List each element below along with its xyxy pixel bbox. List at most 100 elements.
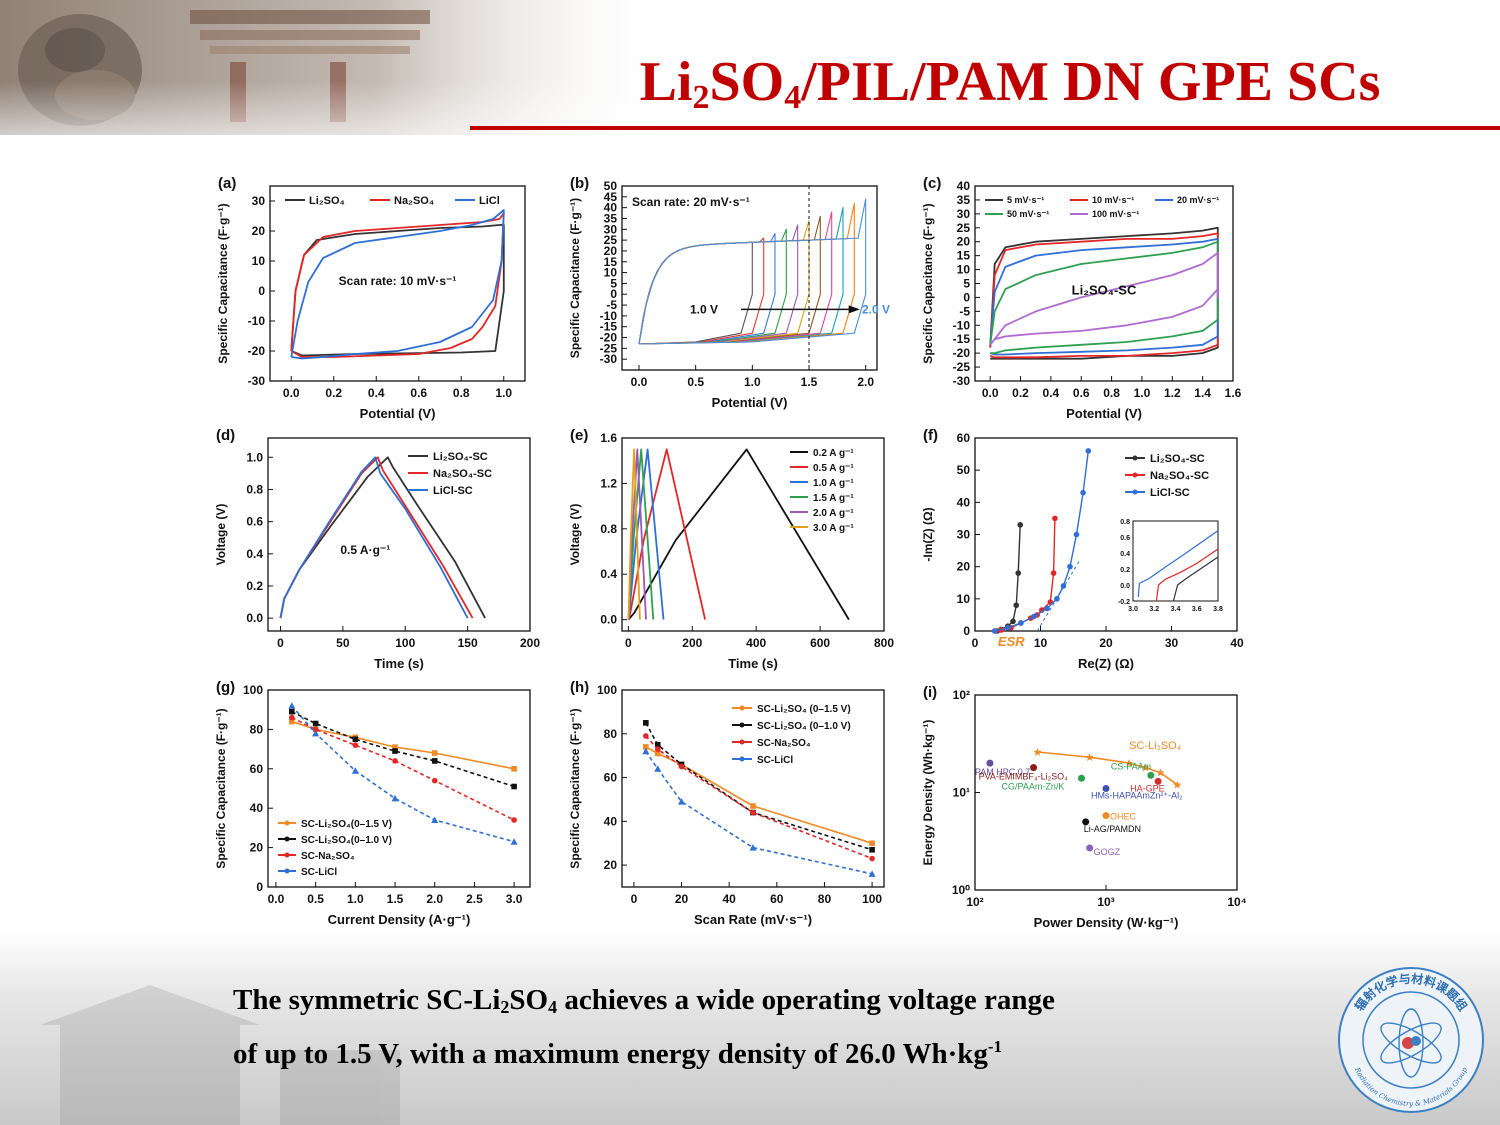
- x-axis-label: Time (s): [374, 656, 424, 671]
- legend-entry: 0.5 A g⁻¹: [813, 463, 854, 474]
- legend-entry: Li₂SO₄-SC: [1150, 453, 1205, 465]
- series-line: [989, 251, 1219, 346]
- data-point: [1067, 563, 1073, 570]
- data-point: [392, 744, 398, 750]
- data-point: [678, 763, 685, 770]
- data-point: [1080, 489, 1086, 496]
- legend-entry: 20 mV·s⁻¹: [1177, 195, 1219, 205]
- x-tick-label: 2.5: [466, 892, 483, 906]
- inset-series: [1137, 530, 1219, 598]
- data-point: [654, 741, 661, 748]
- panel-label: (i): [923, 684, 937, 701]
- data-point: [1173, 780, 1182, 789]
- data-point: [1085, 448, 1092, 454]
- data-point: [1044, 605, 1050, 612]
- x-tick-label: 0.4: [368, 386, 385, 400]
- y-tick-label: -30: [248, 374, 266, 388]
- legend-marker: [739, 739, 745, 745]
- data-point: [1141, 763, 1150, 772]
- inset-y-tick-label: 0.0: [1120, 583, 1130, 590]
- data-point: [431, 750, 438, 756]
- x-tick-label: 2.0: [857, 375, 874, 389]
- x-tick-label: 100: [862, 892, 882, 906]
- y-tick-label: 25: [604, 233, 618, 247]
- inset-x-tick-label: 3.2: [1149, 606, 1159, 613]
- x-tick-label: 1.0: [744, 375, 761, 389]
- annotation: Scan rate: 10 mV·s⁻¹: [339, 274, 457, 288]
- series-line: [995, 518, 1056, 632]
- conclusion-text: The symmetric SC-Li2SO4 achieves a wide …: [233, 980, 1313, 1074]
- legend-entry: 50 mV·s⁻¹: [1007, 209, 1049, 219]
- point-label: HMs-HAPAAmZn²⁺-Al₂: [1091, 790, 1183, 800]
- x-tick-label: 0.8: [1103, 386, 1120, 400]
- x-tick-label: 1.0: [495, 386, 512, 400]
- plot-frame: [269, 185, 526, 382]
- x-tick-label: 10³: [1097, 895, 1114, 909]
- arrow-head: [848, 305, 860, 314]
- cv-curve: [638, 198, 867, 345]
- y-tick-label: 100: [243, 683, 263, 697]
- legend-marker: [739, 722, 745, 728]
- y-tick-label: 1.6: [600, 431, 617, 445]
- y-tick-label: -15: [953, 332, 971, 346]
- data-point: [289, 718, 295, 725]
- cv-curve: [638, 211, 833, 345]
- legend-entry: 1.0 A g⁻¹: [813, 478, 854, 489]
- legend-entry: Na₂SO₄: [394, 195, 434, 207]
- title-text-li: Li: [639, 51, 693, 113]
- data-point: [1015, 570, 1022, 576]
- y-tick-label: 30: [957, 528, 971, 542]
- legend-entry: 1.5 A g⁻¹: [813, 493, 854, 504]
- x-tick-label: 20: [1099, 636, 1113, 650]
- cv-curve: [638, 241, 753, 345]
- y-tick-label: 40: [604, 814, 618, 828]
- y-tick-label: 100: [597, 683, 617, 697]
- slide-title: Li2SO4/PIL/PAM DN GPE SCs: [560, 50, 1460, 115]
- data-point: [312, 726, 319, 733]
- x-axis-label: Potential (V): [712, 395, 788, 410]
- y-tick-label: 50: [957, 463, 971, 477]
- plot-frame: [621, 437, 885, 632]
- data-point: [654, 746, 661, 752]
- x-axis-label: Potential (V): [360, 406, 436, 421]
- data-point: [1156, 768, 1165, 777]
- legend-entry: Na₂SO₄-SC: [1150, 470, 1209, 482]
- y-tick-label: -5: [606, 298, 617, 312]
- y-tick-label: -5: [959, 304, 970, 318]
- y-axis-label: Voltage (V): [568, 504, 582, 566]
- y-tick-label: 60: [957, 431, 971, 445]
- data-point: [1125, 759, 1134, 767]
- gcd-curve: [627, 448, 850, 621]
- x-tick-label: 600: [810, 636, 830, 650]
- x-tick-label: 1.0: [347, 892, 364, 906]
- legend-marker: [284, 868, 290, 874]
- y-tick-label: 5: [610, 276, 617, 290]
- y-tick-label: -15: [600, 320, 618, 334]
- x-tick-label: 0: [625, 636, 632, 650]
- y-tick-label: -10: [248, 314, 266, 328]
- x-tick-label: 0.6: [1073, 386, 1090, 400]
- y-axis-label: Specific Capacitance (F·g⁻¹): [568, 708, 582, 868]
- x-tick-label: 0.0: [631, 375, 648, 389]
- data-point: [312, 729, 320, 737]
- x-axis-label: Scan Rate (mV·s⁻¹): [694, 912, 812, 927]
- y-tick-label: 10⁰: [952, 883, 970, 897]
- point-label: CS-PAAm: [1111, 761, 1151, 771]
- x-tick-label: 50: [336, 636, 350, 650]
- inset-y-tick-label: 0.2: [1120, 567, 1130, 574]
- x-tick-label: 200: [520, 636, 540, 650]
- y-axis-label: Specific Capacitance (F·g⁻¹): [214, 708, 228, 868]
- panel-label: (h): [570, 679, 589, 696]
- x-tick-label: 1.5: [387, 892, 404, 906]
- legend-entry: SC-Na₂SO₄: [301, 851, 355, 862]
- data-point: [1147, 771, 1155, 779]
- panel-label: (c): [923, 175, 941, 192]
- x-tick-label: 0.5: [687, 375, 704, 389]
- legend-entry: SC-Li₂SO₄ (0–1.5 V): [757, 704, 851, 715]
- y-tick-label: 0.4: [600, 567, 617, 581]
- y-tick-label: 30: [957, 207, 971, 221]
- series-line: [290, 224, 505, 357]
- panel-label: (e): [570, 427, 588, 444]
- data-point: [1052, 515, 1058, 522]
